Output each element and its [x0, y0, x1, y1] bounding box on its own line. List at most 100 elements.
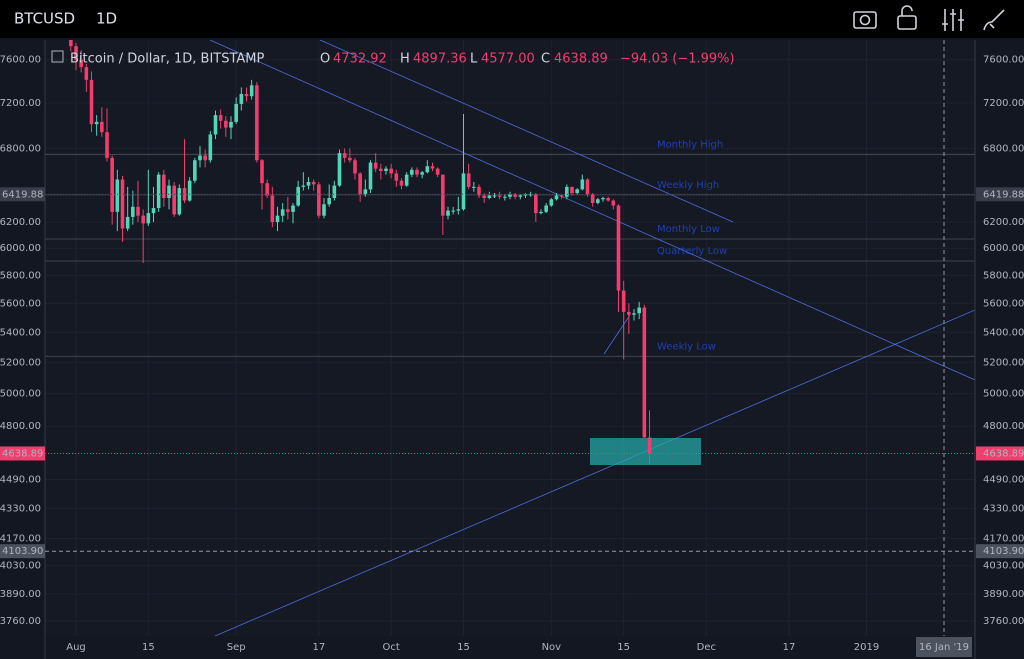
candle-body: [131, 206, 135, 217]
y-tick-label: 7200.00: [0, 98, 41, 109]
legend-l: 4577.00: [481, 52, 535, 67]
candle-body: [187, 180, 192, 201]
candle-body: [311, 181, 316, 185]
candle-body: [534, 194, 538, 214]
candle-body: [270, 195, 275, 223]
candle-body: [415, 169, 419, 175]
y-tick-label: 4490.00: [983, 474, 1024, 485]
price-tag: 4638.89: [983, 448, 1024, 459]
crosshair-price: 4103.90: [2, 546, 43, 557]
candle-body: [136, 206, 140, 216]
candle-body: [554, 195, 559, 200]
settings-icon[interactable]: [942, 9, 964, 31]
candle-body: [348, 157, 352, 161]
y-tick-label: 6800.00: [0, 143, 41, 154]
legend-toggle[interactable]: [51, 50, 64, 63]
candle-body: [482, 195, 486, 199]
candle-body: [627, 311, 631, 315]
y-tick-label: 4800.00: [983, 421, 1024, 432]
x-tick-label: Nov: [542, 642, 562, 653]
candle-body: [456, 209, 461, 211]
candle-body: [275, 215, 280, 223]
candle-body: [177, 188, 182, 215]
candle-body: [172, 185, 176, 215]
candle-body: [260, 160, 264, 184]
candle-body: [394, 173, 399, 181]
legend-o-label: O: [320, 52, 330, 67]
candle-body: [94, 121, 99, 125]
x-tick-label: Sep: [227, 642, 246, 653]
candle-body: [115, 179, 120, 212]
candle-body: [528, 194, 533, 196]
candle-body: [322, 204, 326, 216]
candle-body: [368, 162, 373, 190]
candle-body: [100, 121, 104, 133]
legend-change: −94.03 (−1.99%): [620, 52, 735, 67]
candle-body: [89, 79, 94, 125]
y-tick-label: 4490.00: [0, 474, 41, 485]
candle-body: [503, 196, 507, 198]
camera-icon[interactable]: [853, 11, 877, 29]
plot-area: [45, 40, 975, 636]
candle-body: [162, 174, 166, 199]
candle-body: [420, 172, 424, 175]
price-tag-bg: [976, 446, 1024, 461]
candle-body: [337, 153, 342, 186]
legend-o: 4732.92: [333, 52, 387, 67]
candle-body: [141, 215, 145, 224]
candle-body: [596, 199, 600, 204]
y-tick-label: 3760.00: [0, 616, 41, 627]
y-tick-label: 3890.00: [983, 589, 1024, 600]
y-tick-label: 3760.00: [983, 616, 1024, 627]
legend-h-label: H: [400, 52, 410, 67]
candle-body: [611, 200, 616, 206]
candle-body: [213, 115, 218, 135]
candle-body: [575, 189, 579, 194]
candle-body: [249, 85, 254, 97]
crosshair-price-bg: [0, 544, 45, 559]
price-tag-bg: [0, 446, 45, 461]
price-tag-bg: [976, 187, 1024, 202]
candle-body: [513, 194, 517, 197]
y-tick-label: 4170.00: [983, 533, 1024, 544]
time-axis: [45, 636, 975, 659]
x-tick-label: Aug: [66, 642, 86, 653]
candle-body: [255, 85, 259, 161]
y-tick-label: 7600.00: [0, 55, 41, 66]
y-tick-label: 6200.00: [983, 217, 1024, 228]
y-tick-label: 5200.00: [0, 357, 41, 368]
candle-body: [244, 94, 249, 97]
draw-icon[interactable]: [983, 9, 1005, 31]
y-tick-label: 6200.00: [0, 217, 41, 228]
candle-body: [239, 94, 244, 104]
candle-body: [435, 168, 440, 175]
candle-body: [642, 307, 647, 438]
candle-body: [590, 194, 595, 204]
y-tick-label: 6800.00: [983, 143, 1024, 154]
symbol[interactable]: BTCUSD: [14, 10, 75, 28]
candle-body: [224, 120, 228, 128]
crosshair-date-bg: [916, 637, 972, 657]
price-tag-bg: [0, 187, 45, 202]
interval[interactable]: 1D: [96, 10, 117, 28]
y-tick-label: 6000.00: [983, 243, 1024, 254]
price-tag: 6419.88: [983, 189, 1024, 200]
candle-body: [425, 166, 430, 173]
x-tick-label: 15: [457, 642, 470, 653]
candle-body: [441, 174, 445, 216]
candle-body: [508, 194, 512, 197]
target-box: [590, 438, 701, 465]
candle-body: [198, 155, 202, 161]
y-tick-label: 4170.00: [0, 533, 41, 544]
candle-body: [585, 179, 590, 195]
price-tag: 4638.89: [2, 448, 43, 459]
y-tick-label: 5000.00: [983, 389, 1024, 400]
candle-body: [358, 173, 362, 195]
level-label: Monthly High: [657, 139, 723, 150]
crosshair-price: 4103.90: [983, 546, 1024, 557]
lock-icon[interactable]: [897, 5, 917, 30]
y-tick-label: 5400.00: [0, 327, 41, 338]
candle-body: [291, 205, 295, 212]
candle-body: [621, 290, 626, 312]
